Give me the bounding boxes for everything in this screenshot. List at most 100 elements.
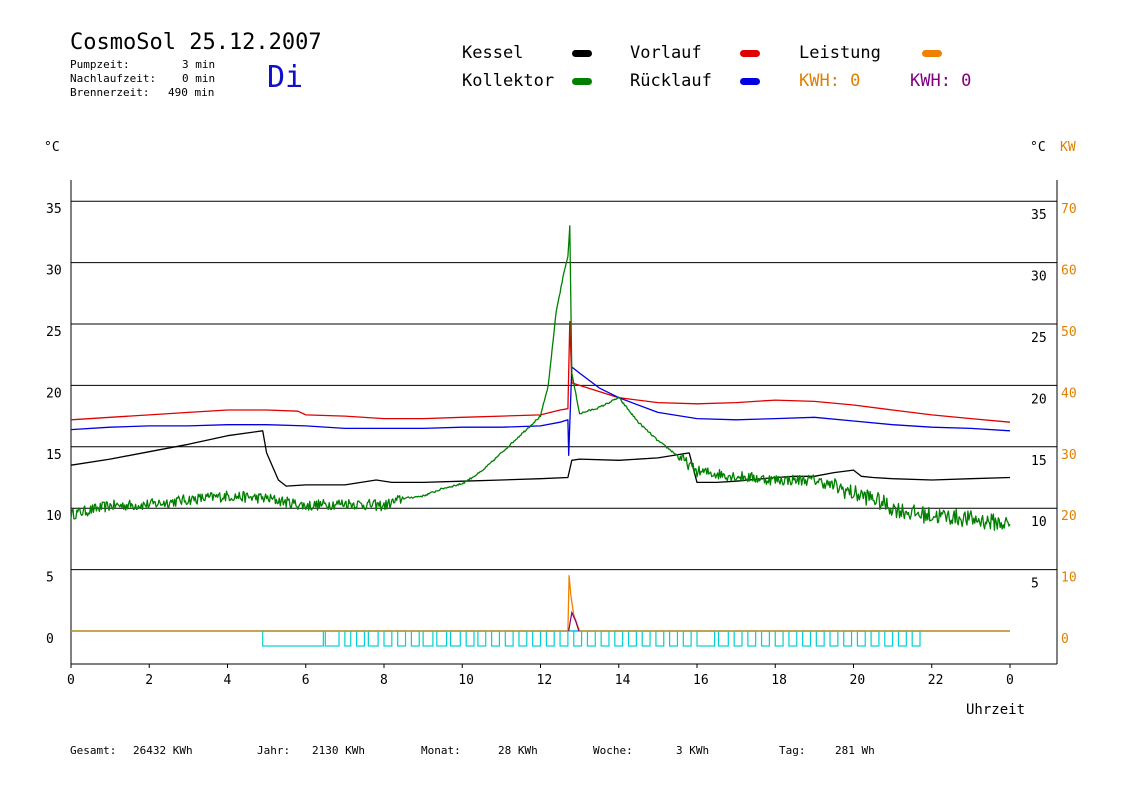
- pump-interval: [545, 630, 555, 647]
- x-tick-label: 18: [771, 673, 787, 688]
- x-tick-label: 20: [850, 673, 866, 688]
- pump-interval: [504, 630, 514, 647]
- y-tick-label-kw: 70: [1061, 202, 1077, 217]
- pump-interval: [760, 630, 770, 647]
- legend-kessel-swatch: [572, 50, 592, 57]
- x-tick-label: 14: [615, 673, 631, 688]
- stat-nachlaufzeit-value: 0 min: [182, 72, 216, 85]
- pump-interval: [696, 630, 716, 647]
- x-tick-label: 4: [224, 673, 232, 688]
- legend-ruecklauf-swatch: [740, 78, 760, 85]
- x-tick-label: 6: [302, 673, 310, 688]
- legend-leistung: Leistung: [799, 43, 881, 63]
- series-line-kwh: [568, 610, 580, 632]
- pump-interval: [436, 630, 448, 647]
- footer-tag-label: Tag:: [779, 744, 806, 757]
- y-tick-label-left: 15: [46, 448, 62, 463]
- stat-nachlaufzeit-label: Nachlaufzeit:: [70, 72, 157, 85]
- y-axis-right-label: °C: [1030, 140, 1046, 155]
- x-tick-label: 10: [458, 673, 474, 688]
- pump-interval: [802, 630, 812, 647]
- pump-interval: [586, 630, 596, 647]
- y-tick-label-right: 10: [1031, 515, 1047, 530]
- pump-interval: [669, 630, 679, 647]
- y-tick-label-left: 25: [46, 325, 62, 340]
- y-tick-label-right: 25: [1031, 331, 1047, 346]
- legend-kollektor: Kollektor: [462, 71, 555, 91]
- pump-interval: [410, 630, 420, 647]
- x-tick-label: 2: [145, 673, 153, 688]
- legend-kollektor-swatch: [572, 78, 592, 85]
- series-line-vorlauf: [70, 320, 1011, 423]
- pump-interval: [856, 630, 866, 647]
- pump-interval: [532, 630, 542, 647]
- pump-interval: [717, 630, 729, 647]
- x-axis-label: Uhrzeit: [966, 702, 1025, 718]
- pump-interval: [422, 630, 434, 647]
- pump-interval: [397, 630, 407, 647]
- series-line-kessel: [70, 430, 1011, 487]
- pump-interval: [911, 630, 921, 647]
- y-tick-label-kw: 10: [1061, 571, 1077, 586]
- legend-kwh-orange: KWH: 0: [799, 71, 861, 91]
- pump-interval: [600, 630, 610, 647]
- legend-vorlauf-swatch: [740, 50, 760, 57]
- pump-interval: [788, 630, 798, 647]
- pump-interval: [774, 630, 784, 647]
- page-title: CosmoSol 25.12.2007: [70, 30, 322, 55]
- x-tick-label: 16: [693, 673, 709, 688]
- y-tick-label-kw: 40: [1061, 386, 1077, 401]
- pump-interval: [897, 630, 907, 647]
- pump-interval: [733, 630, 743, 647]
- pump-interval: [815, 630, 825, 647]
- legend-vorlauf: Vorlauf: [630, 43, 702, 63]
- pump-interval: [884, 630, 894, 647]
- pump-interval: [747, 630, 757, 647]
- footer-gesamt-value: 26432 KWh: [133, 744, 193, 757]
- x-tick-label: 8: [380, 673, 388, 688]
- y-tick-label-kw: 50: [1061, 325, 1077, 340]
- pump-interval: [655, 630, 665, 647]
- pump-interval: [324, 630, 340, 647]
- footer-jahr-value: 2130 KWh: [312, 744, 365, 757]
- pump-interval: [843, 630, 853, 647]
- x-tick-label: 12: [537, 673, 553, 688]
- legend-kwh-purple: KWH: 0: [910, 71, 972, 91]
- legend-leistung-swatch: [922, 50, 942, 57]
- legend-kessel: Kessel: [462, 43, 524, 63]
- y-tick-label-left: 35: [46, 202, 62, 217]
- y-axis-kw-label: KW: [1060, 140, 1076, 155]
- y-tick-label-left: 5: [46, 571, 54, 586]
- series-line-leistung: [71, 575, 1010, 632]
- y-tick-label-right: 20: [1031, 392, 1047, 407]
- stat-pumpzeit-value: 3 min: [182, 58, 216, 71]
- pump-interval: [573, 630, 583, 647]
- pump-interval: [262, 630, 324, 647]
- pump-interval: [627, 630, 637, 647]
- stat-pumpzeit-label: Pumpzeit:: [70, 58, 130, 71]
- pump-interval: [829, 630, 839, 647]
- x-tick-label: 0: [1006, 673, 1014, 688]
- footer-jahr-label: Jahr:: [257, 744, 291, 757]
- y-tick-label-kw: 60: [1061, 264, 1077, 279]
- pump-interval: [870, 630, 880, 647]
- pump-interval: [367, 630, 379, 647]
- pump-interval: [383, 630, 393, 647]
- series-line-kollektor: [70, 225, 1011, 531]
- x-tick-label: 0: [67, 673, 75, 688]
- pump-interval: [449, 630, 461, 647]
- footer-tag-value: 281 Wh: [835, 744, 875, 757]
- y-tick-label-left: 20: [46, 386, 62, 401]
- y-tick-label-kw: 0: [1061, 632, 1069, 647]
- y-tick-label-left: 0: [46, 632, 54, 647]
- y-tick-label-left: 10: [46, 509, 62, 524]
- weekday-label: Di: [267, 60, 304, 95]
- pump-interval: [344, 630, 352, 647]
- stat-brennerzeit-label: Brennerzeit:: [70, 86, 150, 99]
- y-tick-label-kw: 30: [1061, 448, 1077, 463]
- footer-monat-value: 28 KWh: [498, 744, 538, 757]
- y-tick-label-right: 15: [1031, 454, 1047, 469]
- pump-interval: [465, 630, 475, 647]
- y-axis-left-label: °C: [44, 140, 60, 155]
